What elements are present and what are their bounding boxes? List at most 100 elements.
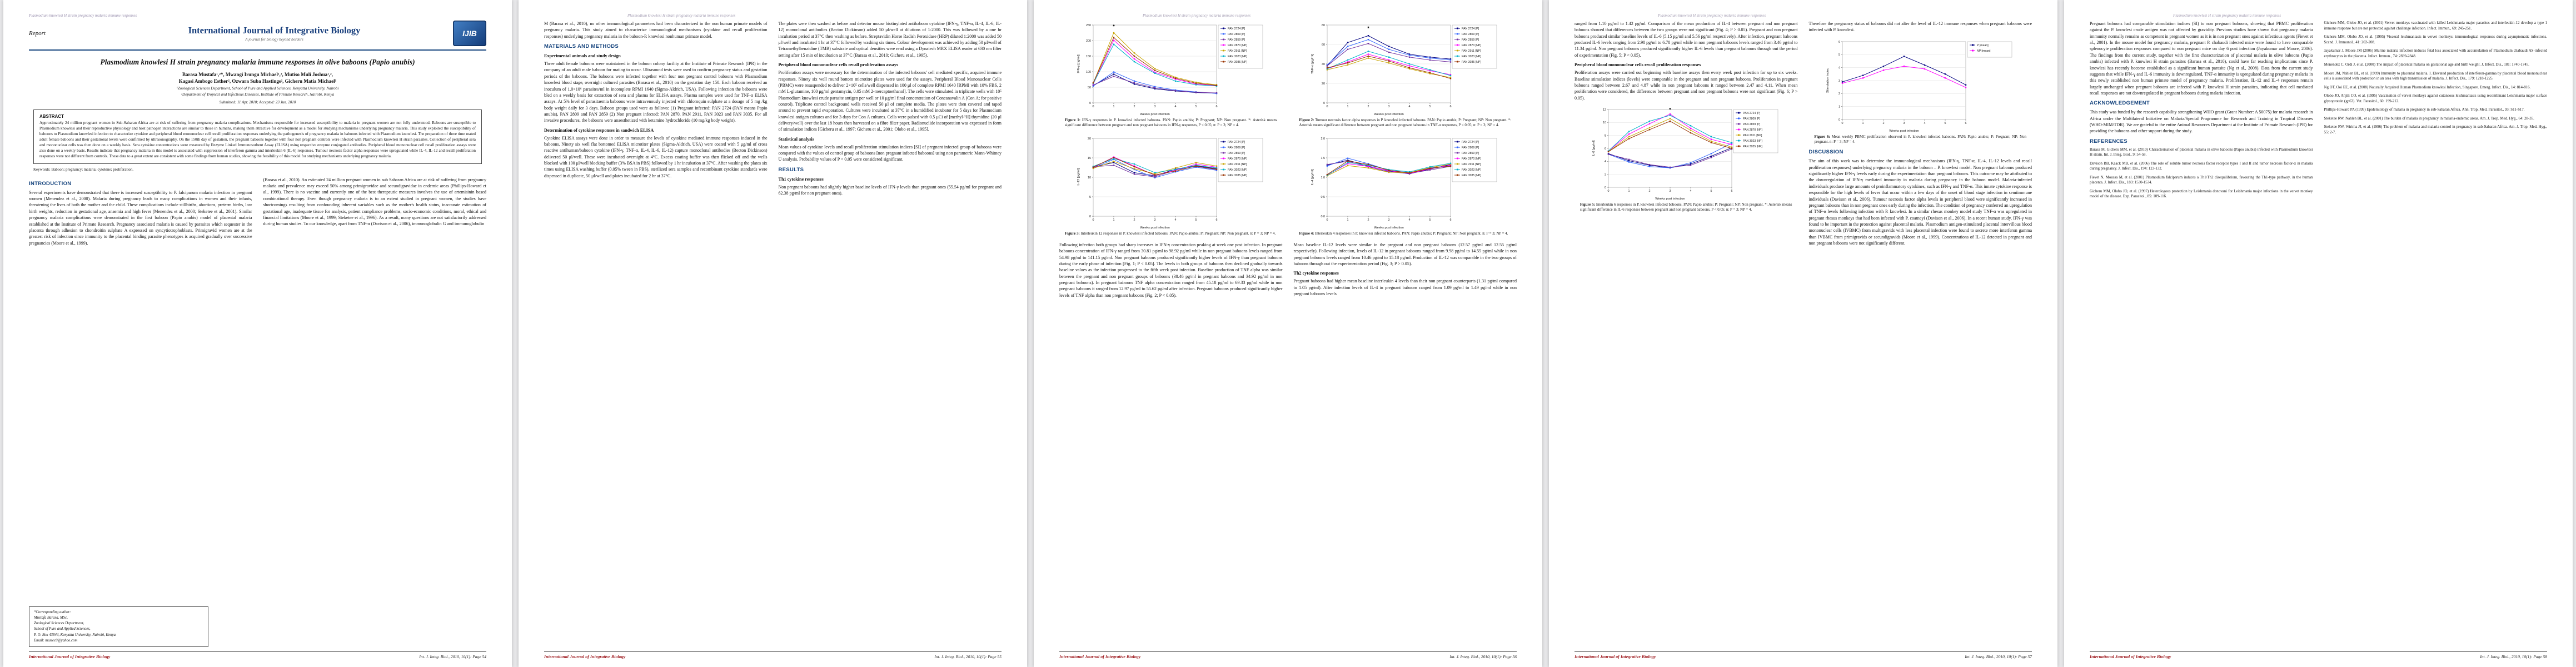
svg-text:PAN 2809 [P]: PAN 2809 [P] [1743, 117, 1761, 121]
reference-item: Steketee RW, Wirima JJ, et al. (1996) Th… [2324, 125, 2548, 135]
svg-text:5: 5 [1195, 105, 1197, 108]
svg-text:6: 6 [1838, 41, 1840, 44]
svg-text:10: 10 [1603, 121, 1606, 125]
svg-text:PAN 2870 [NP]: PAN 2870 [NP] [1462, 157, 1481, 161]
intro-continuation-paragraph: M (Barasa et al., 2010), no other immuno… [544, 21, 768, 39]
svg-text:PAN 2809 [P]: PAN 2809 [P] [1462, 146, 1479, 150]
svg-text:250: 250 [1086, 24, 1091, 27]
results-th2-paragraph: Pregnant baboons had higher mean baselin… [1293, 278, 1517, 297]
svg-text:TNF-α [pg/ml]: TNF-α [pg/ml] [1311, 54, 1314, 74]
svg-text:1: 1 [1347, 105, 1349, 108]
journal-title-block: International Journal of Integrative Bio… [96, 25, 453, 42]
svg-text:0: 0 [1327, 218, 1328, 222]
page-1: Plasmodium knowlesi H strain pregnancy m… [3, 0, 512, 667]
svg-text:IFN-γ [pg/ml]: IFN-γ [pg/ml] [1077, 54, 1080, 73]
results-il12-conclusion-paragraph: Therefore the pregnancy status of baboon… [1808, 21, 2032, 33]
svg-text:80: 80 [1322, 24, 1325, 27]
page2-column-right: The plates were then washed as before an… [779, 21, 1002, 647]
figure-3-label: Figure 3: [1065, 231, 1080, 236]
svg-text:PAN 2724 [P]: PAN 2724 [P] [1462, 141, 1479, 144]
methods-elisa-continuation: The plates were then washed as before an… [778, 21, 1002, 58]
svg-text:6: 6 [1215, 105, 1217, 108]
abstract-text: Approximately 24 million pregnant women … [39, 121, 476, 158]
subheading-animals: Experimental animals and study design [544, 53, 621, 59]
svg-text:0: 0 [1092, 105, 1094, 108]
svg-text:6: 6 [1605, 147, 1606, 151]
figure-6-caption-text: Mean weekly PBMC proliferation observed … [1814, 135, 2027, 145]
svg-text:PAN 3035 [NP]: PAN 3035 [NP] [1462, 61, 1481, 64]
figure-2-caption: Figure 2: Tumour necrosis factor alpha r… [1299, 118, 1512, 128]
svg-text:20: 20 [1322, 82, 1325, 86]
figure-4-caption: Figure 4: Interleukin 4 responses in P. … [1299, 231, 1512, 236]
svg-text:200: 200 [1086, 39, 1091, 43]
page-footer-5: International Journal of Integrative Bio… [2090, 651, 2547, 659]
svg-text:5: 5 [1429, 105, 1431, 108]
masthead: Report International Journal of Integrat… [29, 21, 486, 46]
section-heading-methods: MATERIALS AND METHODS [544, 43, 619, 50]
svg-text:NP [mean]: NP [mean] [1977, 49, 1991, 53]
svg-text:100: 100 [1086, 71, 1091, 74]
subheading-th1: Th1 cytokine responses [778, 176, 824, 182]
svg-text:8: 8 [1605, 134, 1606, 137]
page-3: Plasmodium knowlesi H strain pregnancy m… [1034, 0, 1542, 667]
results-ifn-tnf-paragraph: Following infection both groups had shar… [1059, 242, 1283, 298]
svg-text:6: 6 [1450, 105, 1452, 108]
footer-page-info-55: Int. J. Integ. Biol., 2010, 10(1): Page … [934, 654, 1001, 659]
svg-text:PAN 2859 [P]: PAN 2859 [P] [1462, 38, 1479, 42]
svg-text:PAN 3035 [NP]: PAN 3035 [NP] [1462, 174, 1481, 177]
methods-pbmc-paragraph: Proliferation assays were necessary for … [778, 70, 1002, 132]
svg-text:Weeks post infection: Weeks post infection [1140, 113, 1169, 116]
methods-animals-paragraph: Three adult female baboons were maintain… [544, 61, 768, 123]
svg-text:5: 5 [1710, 190, 1712, 193]
svg-text:*: * [1113, 24, 1115, 29]
svg-text:PAN 3023 [NP]: PAN 3023 [NP] [1228, 168, 1247, 172]
reference-item: Barasa M, Gicheru MM, et al. (2010) Char… [2090, 147, 2313, 157]
svg-text:0: 0 [1838, 118, 1840, 122]
svg-text:Weeks post infection: Weeks post infection [1140, 226, 1169, 230]
figure-4-chart: 0.0 0.5 1.0 1.5 2.0 0 1 2 3 4 5 6 PAN 2724 [P] PAN 28… [1294, 134, 1517, 230]
svg-text:PAN 2724 [P]: PAN 2724 [P] [1228, 141, 1245, 144]
running-head: Plasmodium knowlesi H strain pregnancy m… [1143, 13, 1251, 18]
svg-text:PAN 2870 [NP]: PAN 2870 [NP] [1228, 157, 1247, 161]
results-il12-paragraph: Mean baseline IL-12 levels were similar … [1293, 242, 1517, 267]
svg-text:PAN 2809 [P]: PAN 2809 [P] [1228, 33, 1245, 36]
affiliation-1: ¹Zoological Sciences Department, School … [176, 86, 339, 91]
footer-page-info-58: Int. J. Integ. Biol., 2010, 10(1): Page … [2480, 654, 2547, 659]
svg-text:2: 2 [1648, 190, 1650, 193]
page-2: Plasmodium knowlesi H strain pregnancy m… [519, 0, 1027, 667]
svg-text:6: 6 [1450, 218, 1452, 222]
svg-text:3: 3 [1388, 218, 1390, 222]
section-heading-discussion: DISCUSSION [1808, 149, 1843, 156]
svg-text:60: 60 [1322, 43, 1325, 47]
svg-text:PAN 2911 [NP]: PAN 2911 [NP] [1743, 134, 1762, 137]
page3-column-right: Mean baseline IL-12 levels were similar … [1294, 242, 1517, 647]
page-footer-3: International Journal of Integrative Bio… [1059, 651, 1517, 659]
svg-text:4: 4 [1838, 66, 1840, 69]
figure-6-caption: Figure 6: Mean weekly PBMC proliferation… [1815, 135, 2027, 145]
affiliation-2: ²Department of Tropical and Infectious D… [181, 92, 335, 97]
journal-tagline: A journal for biology beyond borders [245, 37, 303, 42]
subheading-statistics: Statistical analysis [778, 136, 814, 142]
page5-column-right: Gicheru MM, Olobo JO, et al. (2001) Verv… [2324, 21, 2548, 647]
reference-item: Steketee RW, Nahlen BL, et al. (2001) Th… [2324, 116, 2534, 121]
svg-text:PAN 2859 [P]: PAN 2859 [P] [1228, 38, 1245, 42]
svg-text:*: * [1367, 26, 1369, 31]
svg-text:Stimulation index: Stimulation index [1826, 68, 1830, 93]
section-heading-results: RESULTS [778, 166, 804, 173]
svg-text:1: 1 [1113, 105, 1114, 108]
svg-text:*: * [1669, 107, 1671, 112]
reference-item: Menendez C, Ordi J, et al. (2000) The im… [2324, 63, 2529, 67]
svg-text:6: 6 [1731, 190, 1732, 193]
keywords-line: Keywords: Baboon; pregnancy; malaria; cy… [33, 167, 134, 172]
svg-text:10: 10 [1088, 176, 1091, 179]
svg-text:0: 0 [1605, 186, 1606, 190]
masthead-rule [29, 49, 486, 51]
intro-paragraph-col2: (Barasa et al., 2010). An estimated 24 m… [263, 177, 487, 227]
svg-text:2: 2 [1838, 92, 1840, 96]
discussion-continuation-paragraph: Pregnant baboons had comparable stimulat… [2090, 21, 2313, 96]
svg-text:Weeks post infection: Weeks post infection [1890, 130, 1919, 133]
svg-text:5: 5 [1195, 218, 1197, 222]
svg-text:PAN 3023 [NP]: PAN 3023 [NP] [1743, 140, 1762, 143]
figure-1-chart: 0 50 100 150 200 250 0 1 2 3 4 5 6 PAN 2724 [P] PAN 28… [1059, 21, 1283, 116]
svg-text:PAN 3035 [NP]: PAN 3035 [NP] [1228, 61, 1247, 64]
